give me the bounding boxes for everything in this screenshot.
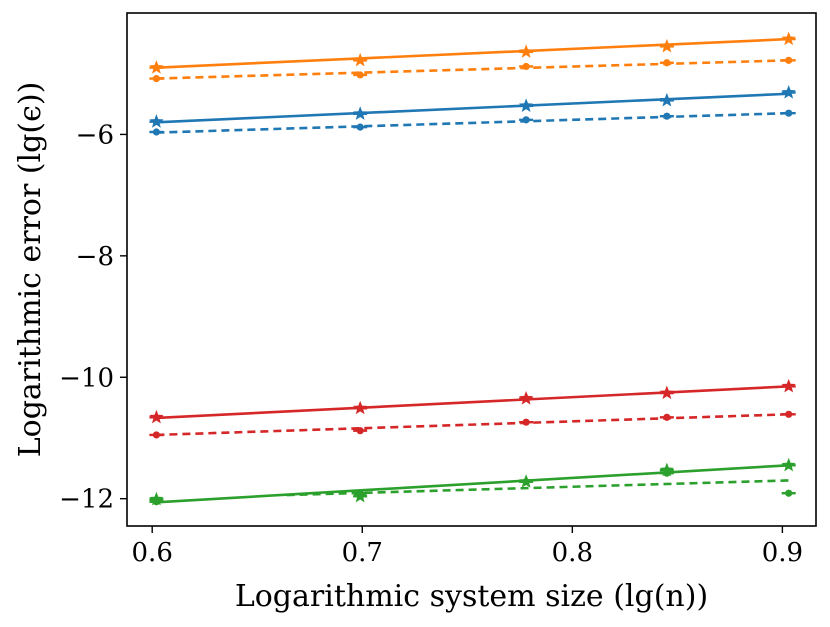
- star-marker: [149, 409, 164, 424]
- x-tick-label: 0.9: [762, 538, 803, 568]
- dot-marker: [356, 489, 364, 497]
- dot-marker: [785, 56, 793, 64]
- dot-marker: [152, 498, 161, 506]
- dot-marker: [152, 431, 161, 439]
- solid-fit-line: [156, 92, 789, 124]
- solid-fit-line: [156, 463, 789, 504]
- x-tick-label: 0.8: [552, 538, 593, 568]
- x-tick-label: 0.7: [342, 538, 383, 568]
- dot-marker: [663, 413, 671, 421]
- series-5: [149, 378, 796, 424]
- solid-fit-line: [156, 37, 789, 69]
- dot-marker: [152, 128, 161, 136]
- plot-marks: [149, 31, 796, 506]
- dot-marker: [522, 116, 530, 124]
- y-axis: −6 −8 −10 −12: [59, 120, 127, 515]
- star-marker: [149, 114, 164, 128]
- star-marker: [353, 400, 368, 415]
- star-marker: [353, 52, 368, 67]
- dot-marker: [356, 123, 364, 131]
- star-marker: [518, 391, 534, 405]
- star-marker: [659, 92, 674, 107]
- y-tick-label: −10: [59, 363, 114, 393]
- series-6: [149, 410, 796, 439]
- y-tick-label: −8: [76, 242, 114, 272]
- dot-marker: [522, 478, 530, 486]
- dot-marker: [663, 112, 671, 120]
- dot-marker: [152, 74, 161, 83]
- dot-marker: [785, 109, 793, 117]
- dashed-fit-line: [156, 412, 789, 437]
- star-marker: [781, 85, 796, 99]
- x-axis-label: Logarithmic system size (lg(n)): [235, 579, 708, 614]
- dot-marker: [356, 71, 364, 79]
- star-marker: [353, 106, 368, 120]
- dot-marker: [785, 410, 793, 418]
- series-2: [149, 56, 796, 83]
- dot-marker: [356, 427, 364, 435]
- dashed-fit-line: [156, 111, 789, 134]
- series-1: [149, 31, 796, 74]
- x-tick-label: 0.6: [132, 538, 173, 568]
- dot-marker: [522, 418, 530, 426]
- dot-marker: [785, 489, 793, 497]
- star-marker: [659, 38, 674, 53]
- star-marker: [518, 44, 534, 58]
- plot-frame: [126, 12, 817, 527]
- star-marker: [518, 98, 534, 112]
- dashed-fit-line: [156, 59, 789, 80]
- star-marker: [781, 378, 796, 393]
- dot-marker: [522, 62, 530, 71]
- dot-marker: [663, 59, 671, 67]
- solid-fit-line: [156, 385, 789, 420]
- series-4: [149, 109, 796, 136]
- dot-marker: [663, 469, 671, 477]
- y-axis-label: Logarithmic error (lg(ϵ)): [13, 82, 48, 458]
- series-8: [149, 469, 796, 506]
- star-marker: [659, 462, 674, 477]
- series-3: [149, 85, 796, 128]
- star-marker: [781, 31, 796, 46]
- y-tick-label: −12: [59, 485, 114, 515]
- y-tick-label: −6: [76, 120, 114, 150]
- star-marker: [149, 60, 164, 74]
- series-7: [149, 457, 796, 506]
- x-axis: 0.6 0.7 0.8 0.9: [132, 526, 803, 568]
- star-marker: [781, 457, 796, 472]
- star-marker: [659, 385, 674, 400]
- dashed-fit-line: [286, 479, 789, 497]
